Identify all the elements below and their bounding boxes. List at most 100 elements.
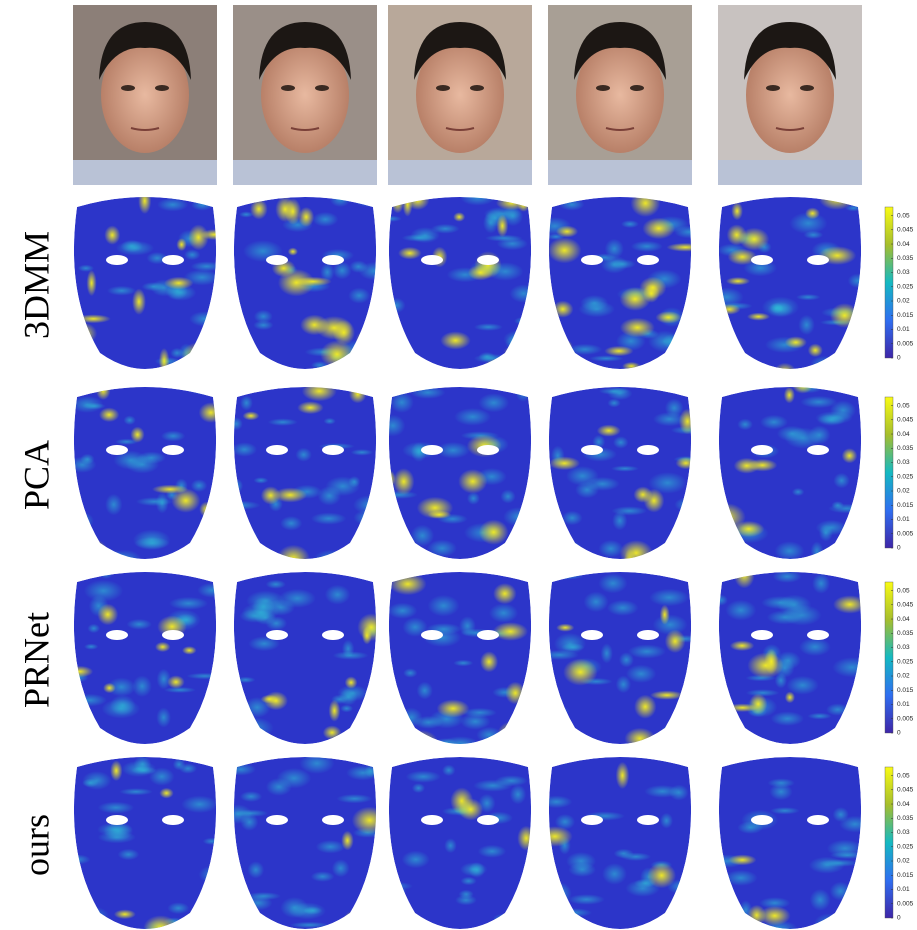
error-speckle bbox=[68, 457, 96, 473]
error-speckle bbox=[505, 335, 526, 352]
error-speckle bbox=[601, 643, 613, 663]
error-speckle bbox=[607, 600, 639, 616]
colorbar-tick-label: 0.04 bbox=[897, 241, 910, 248]
error-speckle bbox=[703, 334, 741, 352]
eye-hole bbox=[106, 815, 128, 825]
error-speckle bbox=[198, 866, 227, 884]
colorbar-tick-label: 0 bbox=[897, 915, 901, 922]
error-map bbox=[67, 567, 231, 744]
error-speckle bbox=[313, 550, 350, 569]
error-speckle bbox=[191, 261, 223, 271]
error-hotspot bbox=[483, 358, 513, 378]
photo bbox=[233, 5, 377, 185]
error-speckle bbox=[279, 589, 316, 608]
error-hotspot bbox=[159, 348, 170, 374]
error-speckle bbox=[311, 512, 346, 524]
photo bbox=[548, 5, 692, 185]
error-hotspot bbox=[164, 277, 193, 290]
error-hotspot bbox=[665, 630, 686, 654]
error-hotspot bbox=[655, 311, 681, 323]
colorbar-tick-label: 0.035 bbox=[897, 630, 914, 637]
error-speckle bbox=[412, 783, 425, 793]
eye-hole bbox=[807, 445, 829, 455]
error-speckle bbox=[72, 694, 107, 707]
error-speckle bbox=[497, 734, 520, 742]
error-hotspot bbox=[316, 316, 353, 340]
error-speckle bbox=[342, 640, 354, 658]
error-map bbox=[378, 382, 540, 562]
error-speckle bbox=[674, 498, 699, 512]
error-hotspot bbox=[833, 595, 866, 613]
eye-hole bbox=[421, 630, 443, 640]
error-speckle bbox=[121, 240, 143, 253]
colorbar-tick-label: 0.01 bbox=[897, 701, 910, 708]
error-speckle bbox=[551, 883, 571, 905]
error-hotspot bbox=[167, 675, 184, 688]
error-speckle bbox=[311, 871, 335, 882]
error-speckle bbox=[240, 791, 262, 802]
error-hotspot bbox=[726, 277, 750, 285]
error-speckle bbox=[388, 603, 418, 619]
error-hotspot bbox=[104, 225, 120, 244]
colorbar-tick-label: 0.045 bbox=[897, 227, 914, 234]
eye-hole bbox=[477, 815, 499, 825]
error-speckle bbox=[559, 199, 584, 211]
error-speckle bbox=[295, 448, 311, 462]
error-speckle bbox=[848, 274, 868, 288]
error-speckle bbox=[589, 355, 623, 361]
error-hotspot bbox=[549, 456, 580, 470]
error-speckle bbox=[316, 840, 346, 853]
error-speckle bbox=[225, 763, 256, 776]
error-hotspot bbox=[437, 699, 470, 717]
error-hotspot bbox=[631, 189, 661, 217]
error-hotspot bbox=[503, 345, 540, 359]
error-hotspot bbox=[78, 539, 107, 561]
error-speckle bbox=[812, 573, 830, 593]
error-hotspot bbox=[805, 208, 820, 220]
eye-hole bbox=[322, 255, 344, 265]
error-hotspot bbox=[731, 202, 743, 220]
error-speckle bbox=[460, 877, 476, 886]
error-hotspot bbox=[76, 314, 111, 323]
photo-shirt bbox=[233, 160, 377, 185]
eye-hole bbox=[751, 255, 773, 265]
error-hotspot bbox=[660, 605, 670, 625]
error-speckle bbox=[796, 294, 820, 300]
error-speckle bbox=[365, 765, 378, 778]
error-map bbox=[705, 377, 866, 571]
error-hotspot bbox=[458, 469, 487, 494]
error-hotspot bbox=[733, 521, 764, 537]
error-hotspot bbox=[181, 342, 216, 368]
error-speckle bbox=[280, 897, 308, 918]
figure: 3DMM00.0050.010.0150.020.0250.030.0350.0… bbox=[0, 0, 917, 930]
error-speckle bbox=[442, 736, 479, 750]
error-hotspot bbox=[349, 385, 367, 403]
error-hotspot bbox=[130, 427, 144, 443]
error-speckle bbox=[566, 852, 596, 870]
colorbar-tick-label: 0.05 bbox=[897, 212, 910, 219]
error-speckle bbox=[483, 212, 499, 233]
error-speckle bbox=[770, 807, 800, 814]
error-speckle bbox=[660, 813, 673, 829]
error-hotspot bbox=[278, 269, 315, 297]
error-hotspot bbox=[830, 303, 859, 328]
error-map bbox=[379, 190, 540, 378]
error-hotspot bbox=[642, 218, 675, 240]
error-hotspot bbox=[297, 401, 323, 414]
error-hotspot bbox=[624, 549, 636, 574]
error-speckle bbox=[387, 298, 405, 313]
error-hotspot bbox=[155, 642, 170, 652]
error-speckle bbox=[578, 301, 614, 317]
error-speckle bbox=[541, 904, 572, 918]
error-speckle bbox=[510, 785, 526, 805]
error-speckle bbox=[724, 870, 757, 886]
error-speckle bbox=[240, 813, 258, 831]
error-speckle bbox=[390, 392, 414, 413]
error-hotspot bbox=[505, 682, 525, 705]
error-speckle bbox=[380, 415, 405, 437]
error-speckle bbox=[181, 796, 218, 813]
error-speckle bbox=[830, 401, 856, 421]
error-speckle bbox=[839, 917, 860, 930]
error-speckle bbox=[830, 882, 852, 901]
error-speckle bbox=[417, 682, 433, 700]
